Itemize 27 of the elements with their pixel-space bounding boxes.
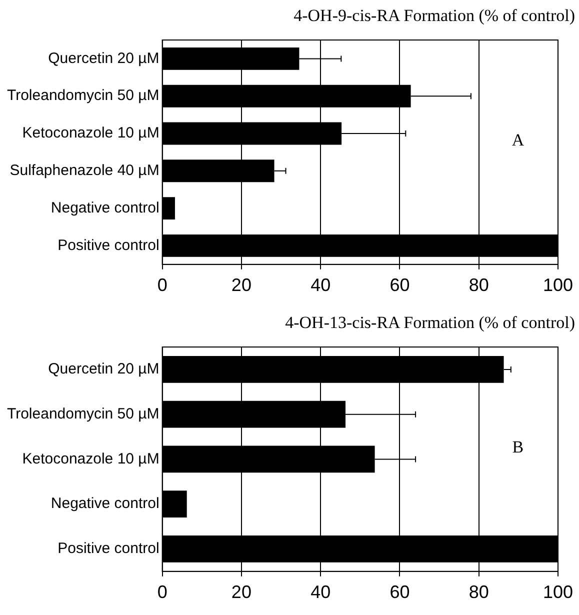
chart-title: 4-OH-13-cis-RA Formation (% of control) — [285, 313, 575, 333]
y-tick-label: Positive control — [58, 540, 160, 558]
y-tick-label: Troleandomycin 50 µM — [6, 87, 160, 104]
annotation: B — [512, 437, 524, 456]
x-tick-label: 20 — [231, 275, 252, 296]
x-tick-label: 80 — [468, 275, 489, 296]
y-tick-label: Ketoconazole 10 µM — [22, 450, 160, 468]
y-tick-label: Quercetin 20 µM — [48, 50, 160, 67]
y-tick-label: Ketoconazole 10 µM — [22, 124, 160, 142]
y-tick-label: Positive control — [58, 236, 160, 254]
y-tick-label: Sulfaphenazole 40 µM — [10, 162, 160, 180]
y-tick-label: Negative control — [50, 495, 160, 512]
x-tick-label: 100 — [542, 275, 574, 296]
x-tick-label: 80 — [468, 582, 489, 602]
annotation: A — [512, 130, 525, 150]
x-tick-label: 20 — [231, 582, 252, 602]
x-tick-label: 0 — [157, 582, 168, 602]
x-tick-label: 40 — [310, 582, 331, 602]
x-tick-label: 40 — [310, 275, 331, 296]
x-tick-label: 0 — [157, 275, 168, 296]
x-tick-label: 100 — [542, 582, 574, 602]
y-tick-label: Negative control — [50, 199, 160, 216]
chart-title: 4-OH-9-cis-RA Formation (% of control) — [294, 6, 575, 26]
x-tick-label: 60 — [390, 582, 410, 602]
y-tick-label: Troleandomycin 50 µM — [6, 405, 160, 422]
y-tick-label: Quercetin 20 µM — [48, 360, 160, 378]
x-tick-label: 60 — [390, 275, 410, 296]
